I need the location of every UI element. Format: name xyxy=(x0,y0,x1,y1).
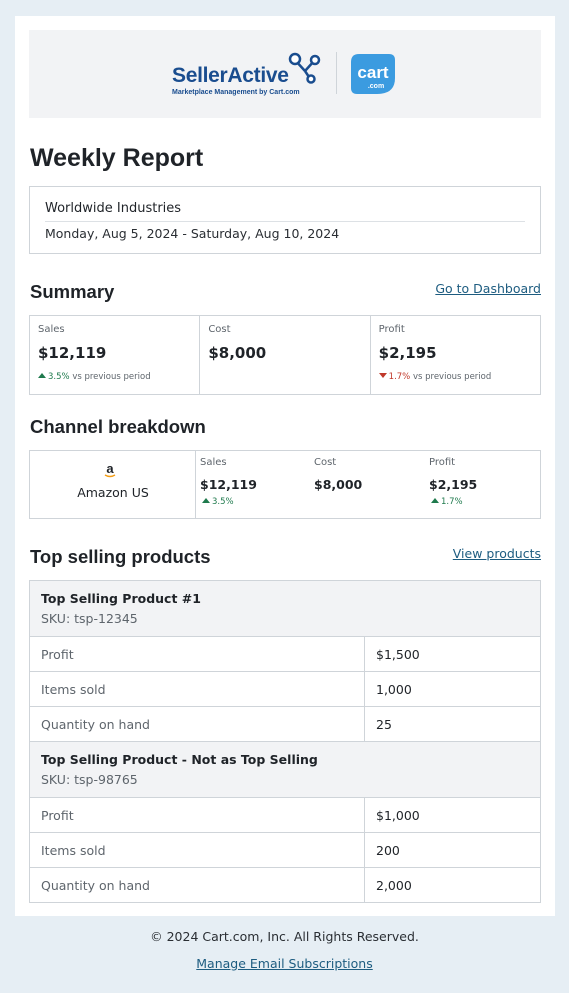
table-row: Quantity on hand 2,000 xyxy=(30,868,540,903)
metric-label: Cost xyxy=(208,324,231,335)
channel-sales-change: 3.5% xyxy=(202,497,234,507)
product-header: Top Selling Product #1 SKU: tsp-12345 xyxy=(30,581,540,637)
row-label: Quantity on hand xyxy=(41,717,150,732)
metric-value: $8,000 xyxy=(208,344,267,362)
products-table: Top Selling Product #1 SKU: tsp-12345 Pr… xyxy=(29,580,541,903)
svg-text:a: a xyxy=(106,463,114,476)
metric-value: $2,195 xyxy=(378,344,437,362)
row-value: $1,500 xyxy=(376,647,420,662)
row-value: 1,000 xyxy=(376,682,412,697)
top-products-title: Top selling products xyxy=(30,546,211,567)
svg-text:cart: cart xyxy=(357,63,389,82)
channel-profit-change: 1.7% xyxy=(431,497,463,507)
brand-name: SellerActive xyxy=(172,64,289,87)
trend-down-icon xyxy=(378,373,387,378)
metric-profit: Profit $2,195 1.7% vs previous period xyxy=(371,316,540,394)
column-divider xyxy=(364,833,365,867)
svg-text:.com: .com xyxy=(368,83,384,90)
table-row: Items sold 1,000 xyxy=(30,672,540,707)
dashboard-link[interactable]: Go to Dashboard xyxy=(435,281,541,296)
amazon-icon: a xyxy=(104,463,116,478)
metric-change: 1.7% vs previous period xyxy=(378,372,491,382)
logo-divider xyxy=(336,52,337,94)
row-value: 2,000 xyxy=(376,878,412,893)
metric-label: Profit xyxy=(378,324,405,335)
product-sku: SKU: tsp-98765 xyxy=(41,772,138,787)
view-products-link[interactable]: View products xyxy=(452,546,541,561)
channel-sales-label: Sales xyxy=(200,457,227,468)
channel-cost-value: $8,000 xyxy=(314,477,363,492)
trend-up-icon xyxy=(38,373,46,378)
channel-name: Amazon US xyxy=(77,485,149,500)
channel-cost-label: Cost xyxy=(314,457,337,468)
product-header: Top Selling Product - Not as Top Selling… xyxy=(30,742,540,798)
column-divider xyxy=(364,868,365,902)
trend-up-icon xyxy=(202,498,210,503)
channel-profit-value: $2,195 xyxy=(429,477,478,492)
metric-sales: Sales $12,119 3.5% vs previous period xyxy=(30,316,201,394)
email-card: SellerActive Marketplace Management by C… xyxy=(15,16,555,916)
table-row: Quantity on hand 25 xyxy=(30,707,540,742)
row-label: Quantity on hand xyxy=(41,878,150,893)
footer-copyright: © 2024 Cart.com, Inc. All Rights Reserve… xyxy=(150,929,419,944)
channel-sales-value: $12,119 xyxy=(200,477,257,492)
row-label: Items sold xyxy=(41,843,106,858)
product-name: Top Selling Product #1 xyxy=(41,591,201,606)
brand-tagline: Marketplace Management by Cart.com xyxy=(172,89,300,96)
summary-title: Summary xyxy=(30,281,115,302)
row-value: 25 xyxy=(376,717,392,732)
channel-name-cell: a Amazon US xyxy=(30,451,196,518)
row-value: 200 xyxy=(376,843,400,858)
summary-metrics: Sales $12,119 3.5% vs previous period Co… xyxy=(29,315,541,395)
channel-breakdown-title: Channel breakdown xyxy=(30,416,206,437)
column-divider xyxy=(364,672,365,706)
product-sku: SKU: tsp-12345 xyxy=(41,611,138,626)
selleractive-logo[interactable]: SellerActive Marketplace Management by C… xyxy=(172,50,322,98)
page-title: Weekly Report xyxy=(30,144,204,172)
product-name: Top Selling Product - Not as Top Selling xyxy=(41,752,318,767)
channel-profit-label: Profit xyxy=(429,457,456,468)
row-label: Profit xyxy=(41,808,74,823)
row-label: Profit xyxy=(41,647,74,662)
info-divider xyxy=(45,221,525,222)
column-divider xyxy=(364,798,365,832)
table-row: Items sold 200 xyxy=(30,833,540,868)
table-row: Profit $1,500 xyxy=(30,637,540,672)
column-divider xyxy=(364,707,365,741)
header-banner: SellerActive Marketplace Management by C… xyxy=(29,30,541,118)
molecule-icon xyxy=(288,52,321,84)
channel-row: a Amazon US Sales $12,119 3.5% Cost $8,0… xyxy=(29,450,541,519)
report-info-box: Worldwide Industries Monday, Aug 5, 2024… xyxy=(29,186,541,254)
metric-value: $12,119 xyxy=(38,344,107,362)
row-value: $1,000 xyxy=(376,808,420,823)
trend-up-icon xyxy=(431,498,439,503)
row-label: Items sold xyxy=(41,682,106,697)
report-date-range: Monday, Aug 5, 2024 - Saturday, Aug 10, … xyxy=(45,226,340,241)
footer-link-wrap: Manage Email Subscriptions xyxy=(0,956,569,971)
cart-logo-icon[interactable]: cart .com xyxy=(349,52,397,96)
organization-name: Worldwide Industries xyxy=(45,201,182,216)
metric-cost: Cost $8,000 xyxy=(200,316,371,394)
metric-label: Sales xyxy=(38,324,65,335)
column-divider xyxy=(364,637,365,671)
manage-subscriptions-link[interactable]: Manage Email Subscriptions xyxy=(196,956,373,971)
metric-change: 3.5% vs previous period xyxy=(38,372,151,382)
table-row: Profit $1,000 xyxy=(30,798,540,833)
